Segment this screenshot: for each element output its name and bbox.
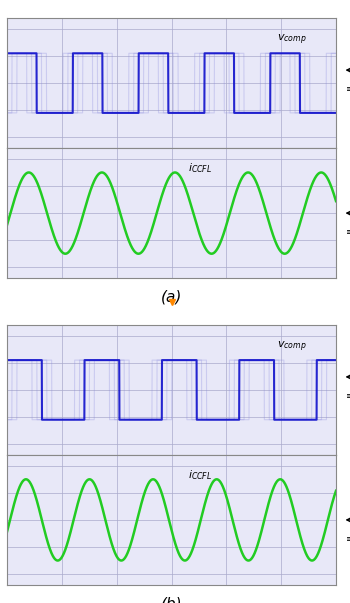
Text: $v_{comp}$: $v_{comp}$ — [277, 339, 307, 354]
Text: $v_{comp}$: $v_{comp}$ — [277, 33, 307, 47]
Text: $\equiv$: $\equiv$ — [344, 226, 350, 236]
Text: $i_{CCFL}$: $i_{CCFL}$ — [188, 469, 212, 482]
Text: $\equiv$: $\equiv$ — [344, 390, 350, 400]
Text: $\equiv$: $\equiv$ — [344, 83, 350, 93]
Text: $\equiv$: $\equiv$ — [344, 532, 350, 543]
Text: (a): (a) — [161, 289, 182, 305]
Text: (b): (b) — [161, 596, 182, 603]
Text: $i_{CCFL}$: $i_{CCFL}$ — [188, 162, 212, 175]
